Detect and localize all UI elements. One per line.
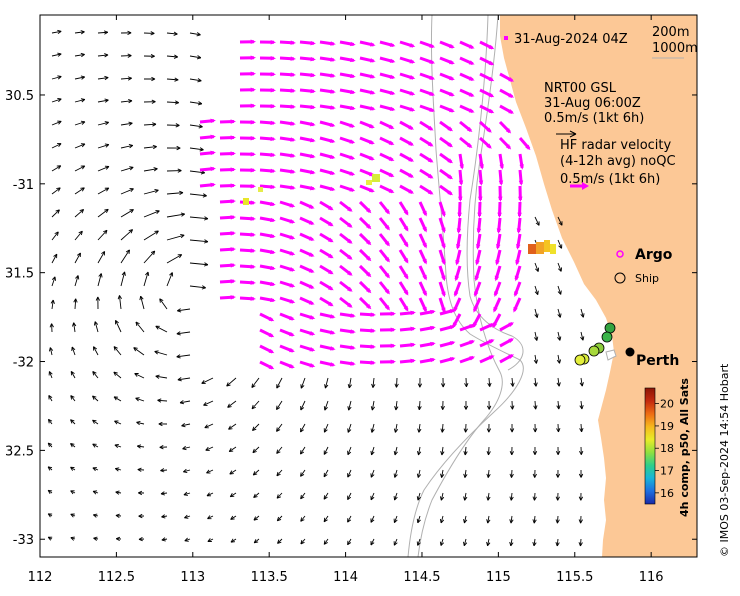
argo-label: Argo [635,247,673,263]
perth-marker [626,348,635,357]
x-tick-label: 113 [180,570,205,585]
sst-patch-coastal [528,244,536,254]
y-tick-label: 30.5 [5,89,34,104]
model-legend-line1: NRT00 GSL [544,81,617,96]
contour-200m-label: 200m [652,25,689,40]
x-tick-label: 115 [486,570,511,585]
colorbar-tick-label: 18 [660,442,674,455]
sst-patch-offshore [372,174,380,182]
hf-legend-line1: HF radar velocity [560,138,672,153]
sst-patch-offshore [258,187,263,192]
sst-patch-coastal [536,242,544,254]
x-tick-label: 116 [639,570,664,585]
sst-patch-offshore [366,180,372,185]
colorbar-tick-label: 17 [660,465,674,478]
x-tick-label: 112 [28,570,53,585]
perth-label: Perth [636,353,679,369]
credit-label: © IMOS 03-Sep-2024 14:54 Hobart [718,363,731,557]
ship-label: Ship [635,272,659,285]
colorbar-tick-label: 20 [660,398,674,411]
colorbar-title: 4h comp, p50, All Sats [678,378,691,517]
timestamp-legend-swatch [504,36,508,40]
timestamp-label: 31-Aug-2024 04Z [514,32,628,47]
ship-marker [575,355,585,365]
x-tick-label: 114 [333,570,358,585]
y-tick-label: 31.5 [5,267,34,282]
ship-marker [605,323,615,333]
x-tick-label: 112.5 [98,570,135,585]
colorbar-tick-label: 19 [660,420,674,433]
sst-colorbar: 20 19 18 17 16 [645,388,674,504]
y-tick-label: -33 [13,533,34,548]
model-legend-line3: 0.5m/s (1kt 6h) [544,111,644,126]
hf-legend-line2: (4-12h avg) noQC [560,154,676,169]
sst-patch-coastal [544,240,550,252]
model-legend-line2: 31-Aug 06:00Z [544,96,641,111]
y-tick-label: -32 [13,356,34,371]
ship-marker [602,332,612,342]
x-tick-label: 114.5 [403,570,440,585]
x-tick-label: 113.5 [251,570,288,585]
sst-patch-coastal [550,244,556,254]
colorbar-bar [645,388,655,504]
y-tick-label: 32.5 [5,444,34,459]
contour-1000m-label: 1000m [652,41,698,56]
ship-marker [589,346,599,356]
sst-patch-offshore [243,198,249,205]
colorbar-tick-label: 16 [660,487,674,500]
x-tick-label: 115.5 [556,570,593,585]
y-tick-label: -31 [13,178,34,193]
